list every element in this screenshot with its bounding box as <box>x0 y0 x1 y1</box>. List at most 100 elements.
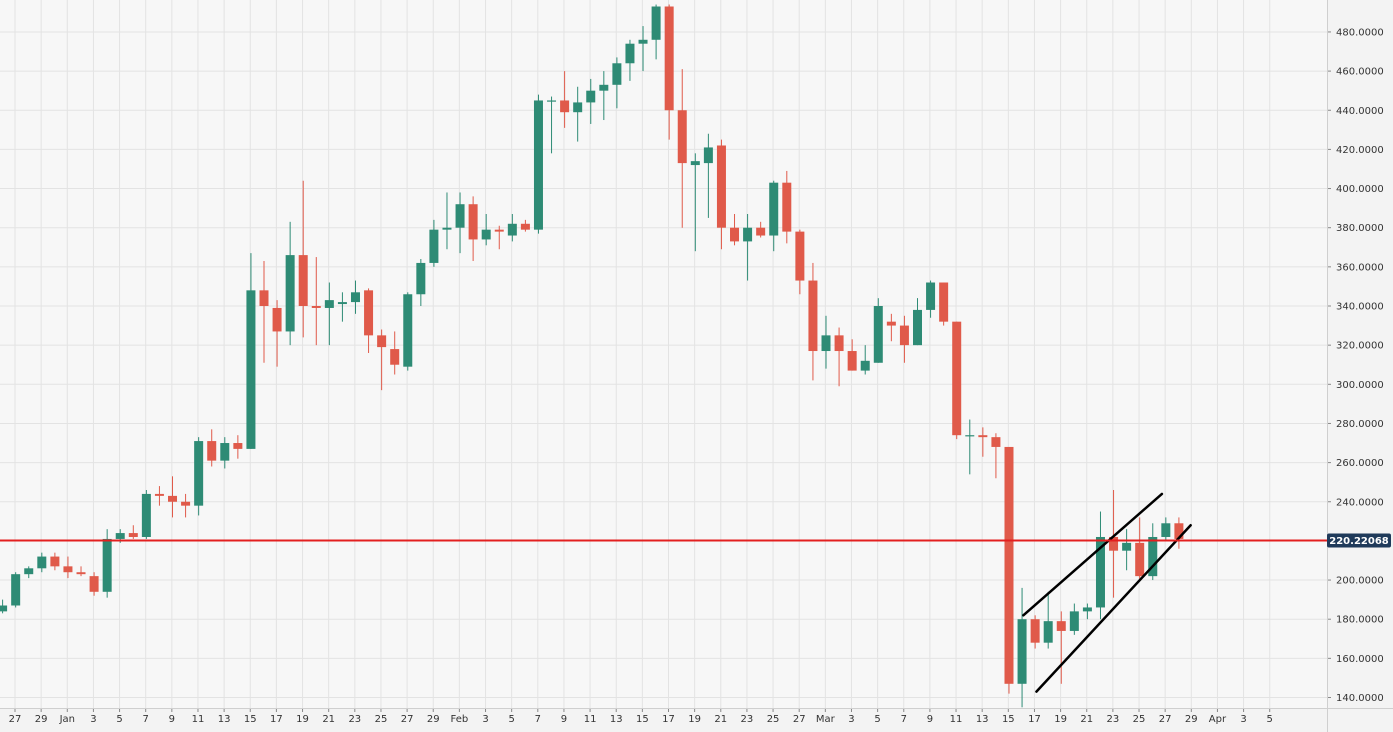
x-tick-label: 7 <box>143 714 149 725</box>
candle <box>1030 615 1040 649</box>
candle <box>1056 611 1066 684</box>
candle <box>259 260 269 363</box>
candle-body <box>298 255 308 306</box>
y-tick-label: 280.0000 <box>1336 419 1384 430</box>
candle <box>311 257 321 346</box>
candle <box>743 213 753 281</box>
candle <box>808 262 818 381</box>
candle <box>416 259 426 306</box>
candle-body <box>560 100 570 113</box>
x-tick-label: 25 <box>1133 714 1146 725</box>
candle <box>37 552 47 573</box>
candle-body <box>468 204 478 240</box>
candle <box>1043 591 1053 649</box>
candle <box>599 71 609 121</box>
candle <box>1017 587 1027 708</box>
candle-body <box>115 533 125 539</box>
y-tick-label: 460.0000 <box>1336 67 1384 78</box>
candle <box>703 133 713 218</box>
candle-body <box>337 302 347 305</box>
candle <box>821 315 831 369</box>
candle <box>468 196 478 261</box>
price-tag <box>1327 533 1391 548</box>
candle <box>194 437 204 516</box>
x-tick-label: 25 <box>767 714 780 725</box>
candle-body <box>1148 536 1158 577</box>
candle <box>455 192 465 254</box>
candle-body <box>24 568 34 575</box>
candle <box>677 69 687 228</box>
candle <box>978 427 988 457</box>
candle-body <box>37 556 47 569</box>
annotations <box>0 492 1327 693</box>
candle <box>965 419 975 475</box>
candle-body <box>899 325 909 346</box>
candle-body <box>834 335 844 352</box>
candle-body <box>547 100 557 102</box>
candle-body <box>442 227 452 230</box>
y-tick-label: 320.0000 <box>1336 341 1384 352</box>
y-axis-pane <box>1327 0 1393 732</box>
candle-body <box>1174 523 1184 539</box>
candle-body <box>782 182 792 232</box>
x-tick-label: 19 <box>1054 714 1067 725</box>
y-tick-label: 480.0000 <box>1336 27 1384 38</box>
x-tick-label: Jan <box>59 714 75 725</box>
candle <box>612 57 622 109</box>
y-tick-label: 160.0000 <box>1336 654 1384 665</box>
candle-body <box>63 566 73 573</box>
candle <box>547 96 557 154</box>
candle <box>1135 517 1145 581</box>
candle <box>1095 511 1105 620</box>
candle-body <box>677 110 687 164</box>
candle <box>1122 529 1132 571</box>
candle <box>1069 603 1079 635</box>
candle-body <box>377 335 387 348</box>
plot-area <box>0 0 1327 708</box>
candle <box>128 525 138 539</box>
x-tick-label: 15 <box>636 714 649 725</box>
candle <box>181 493 191 518</box>
candle-body <box>207 441 217 461</box>
candle <box>350 280 360 314</box>
candle-body <box>168 495 178 502</box>
candle-body <box>350 292 360 303</box>
candle <box>913 298 922 346</box>
candle-body <box>913 309 922 346</box>
candle <box>0 599 8 614</box>
trendline[interactable] <box>1022 492 1164 617</box>
candle <box>364 288 374 353</box>
x-tick-label: 3 <box>1240 714 1246 725</box>
candle <box>429 219 439 267</box>
candle <box>926 280 936 318</box>
candle <box>638 26 648 72</box>
trendline[interactable] <box>1035 523 1192 693</box>
candle-body <box>612 63 622 85</box>
candle-body <box>76 572 86 575</box>
x-tick-label: 5 <box>874 714 880 725</box>
candle-body <box>272 307 282 332</box>
x-tick-label: 25 <box>375 714 388 725</box>
candle <box>168 476 178 518</box>
x-tick-label: 21 <box>322 714 335 725</box>
candle-body <box>141 493 151 537</box>
candle <box>756 221 766 238</box>
x-tick-label: Mar <box>816 714 836 725</box>
candle-body <box>1095 536 1105 608</box>
candle-body <box>481 229 491 240</box>
candle <box>1004 446 1014 694</box>
candle-body <box>860 360 870 371</box>
y-tick-label: 440.0000 <box>1336 106 1384 117</box>
y-tick-label: 360.0000 <box>1336 262 1384 273</box>
x-tick-label: 29 <box>35 714 48 725</box>
x-tick-label: 11 <box>950 714 963 725</box>
x-tick-label: 23 <box>1107 714 1120 725</box>
candle <box>1109 490 1119 598</box>
candle-body <box>1109 536 1119 551</box>
y-tick-label: 140.0000 <box>1336 693 1384 704</box>
candle <box>560 71 570 128</box>
candle-body <box>455 204 465 228</box>
candle-body <box>128 533 138 537</box>
candle-body <box>1082 607 1092 612</box>
